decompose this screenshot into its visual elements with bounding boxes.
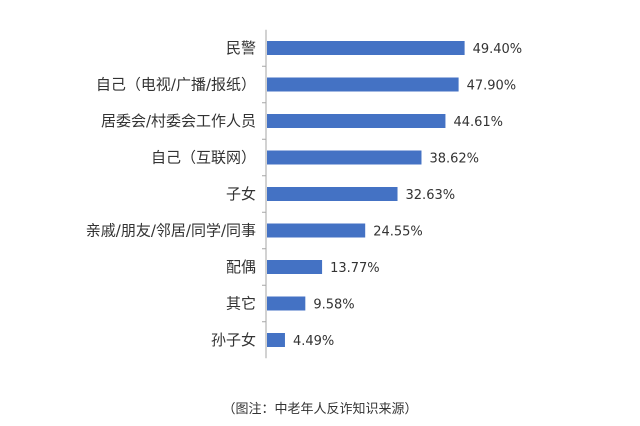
data-label: 44.61% (453, 115, 503, 130)
category-label: 居委会/村委会工作人员 (101, 112, 256, 130)
data-label: 47.90% (467, 79, 517, 94)
category-label: 配偶 (226, 258, 256, 276)
category-label: 亲戚/朋友/邻居/同学/同事 (86, 222, 256, 240)
data-label: 24.55% (373, 225, 423, 240)
bar (267, 114, 446, 128)
bar (267, 296, 306, 311)
category-label: 自己（电视/广播/报纸） (96, 76, 256, 94)
category-label: 民警 (226, 39, 256, 57)
bar (267, 260, 323, 274)
value-labels: 49.40% 47.90% 44.61% 38.62% 32.63% 24.55% 13.7… (293, 42, 522, 349)
category-label: 子女 (226, 185, 256, 203)
data-label: 9.58% (313, 298, 354, 313)
bar-series (267, 41, 465, 347)
category-axis (262, 29, 267, 359)
data-label: 38.62% (429, 152, 479, 167)
data-label: 13.77% (330, 261, 380, 276)
category-label: 自己（互联网） (151, 149, 256, 167)
category-label: 其它 (226, 295, 256, 313)
bar (267, 187, 398, 201)
data-label: 4.49% (293, 334, 334, 349)
bar (267, 150, 422, 165)
category-label: 孙子女 (211, 331, 256, 349)
bar (267, 41, 465, 55)
bar (267, 77, 459, 92)
chart-caption: （图注：中老年人反诈知识来源） (222, 402, 418, 417)
bar (267, 333, 285, 347)
data-label: 32.63% (406, 188, 456, 203)
data-label: 49.40% (473, 42, 523, 57)
bar (267, 223, 366, 238)
